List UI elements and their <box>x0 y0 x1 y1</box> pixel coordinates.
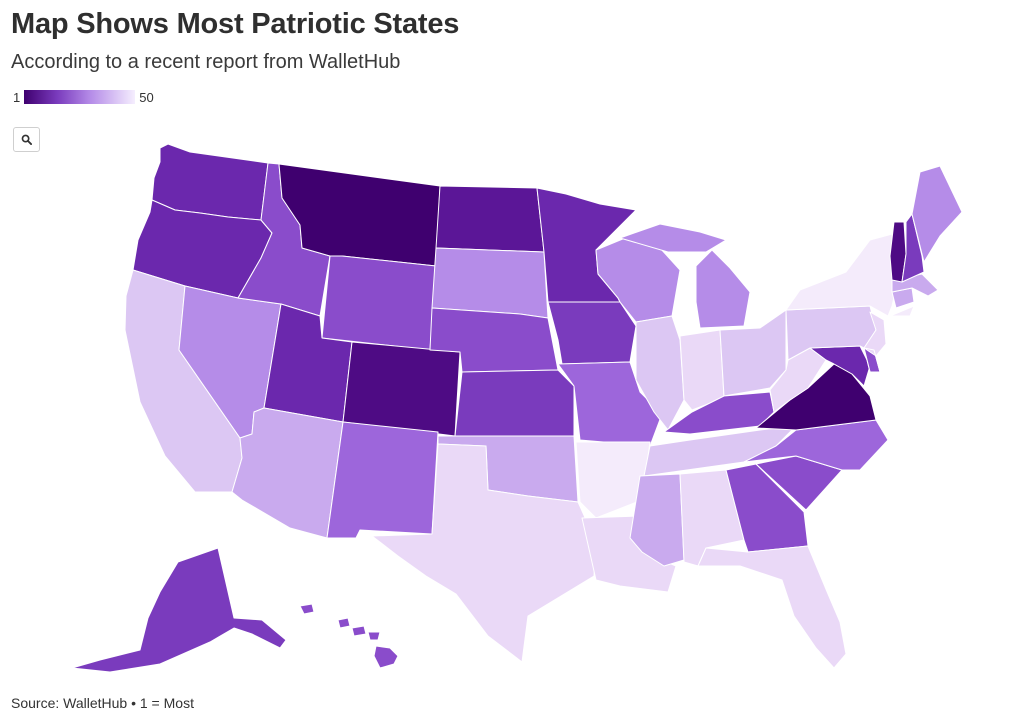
search-icon <box>21 134 32 145</box>
state-SD[interactable] <box>431 247 549 319</box>
color-legend: 1 50 <box>13 88 154 106</box>
state-ME[interactable] <box>911 165 963 263</box>
state-AK[interactable] <box>71 547 287 673</box>
state-NC[interactable] <box>743 419 889 471</box>
state-TX[interactable] <box>371 443 597 663</box>
state-PA[interactable] <box>785 305 877 361</box>
state-MI[interactable] <box>619 223 751 329</box>
legend-color-ramp <box>24 90 136 104</box>
state-ND[interactable] <box>435 185 545 253</box>
source-note: Source: WalletHub • 1 = Most <box>11 695 194 711</box>
map-subtitle: According to a recent report from Wallet… <box>11 51 401 73</box>
state-HI[interactable] <box>299 603 399 669</box>
state-MD[interactable] <box>809 345 871 387</box>
map-title: Map Shows Most Patriotic States <box>11 8 460 40</box>
state-AR[interactable] <box>575 441 651 519</box>
zoom-button[interactable] <box>13 127 40 152</box>
state-WY[interactable] <box>321 255 437 351</box>
state-TN[interactable] <box>643 425 797 477</box>
state-FL[interactable] <box>697 545 847 669</box>
state-MO[interactable] <box>557 361 663 447</box>
state-IA[interactable] <box>547 301 637 365</box>
state-IN[interactable] <box>679 329 725 411</box>
state-NM[interactable] <box>326 421 439 539</box>
legend-min-label: 1 <box>13 89 21 105</box>
state-DE-border <box>863 347 881 373</box>
legend-max-label: 50 <box>139 89 154 105</box>
state-CO[interactable] <box>342 341 461 437</box>
state-KS[interactable] <box>454 369 575 437</box>
